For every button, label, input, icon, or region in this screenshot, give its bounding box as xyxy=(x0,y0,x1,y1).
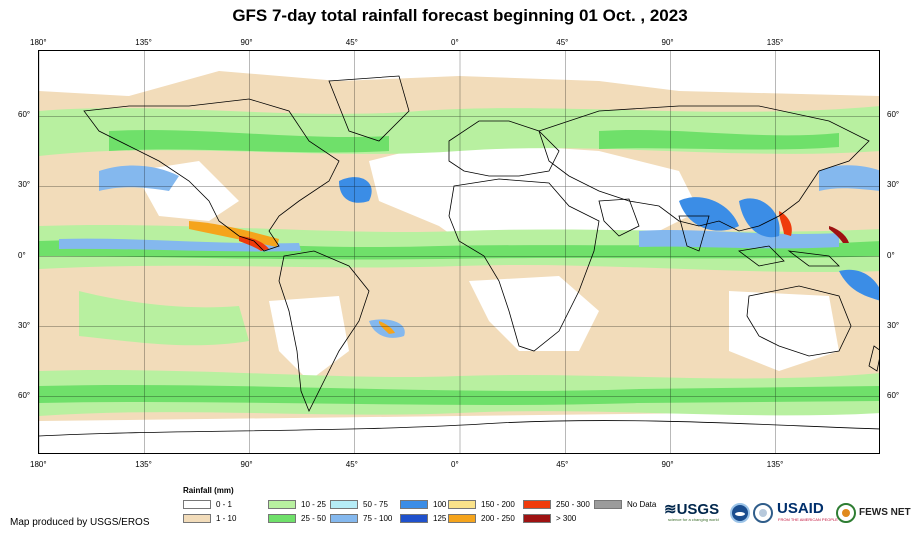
legend-swatch xyxy=(523,514,551,523)
legend-swatch xyxy=(330,514,358,523)
fews-net-icon[interactable] xyxy=(836,503,856,523)
legend-label: No Data xyxy=(627,500,657,509)
latitude-tick-label: 30° xyxy=(887,180,900,190)
longitude-tick-label: 90° xyxy=(240,460,253,469)
legend-swatch xyxy=(268,514,296,523)
longitude-tick-label: 180° xyxy=(30,38,47,47)
graticule xyxy=(39,51,879,453)
legend-label: > 300 xyxy=(556,514,577,523)
longitude-tick-label: 45° xyxy=(556,38,569,47)
longitude-tick-label: 45° xyxy=(556,460,569,469)
longitude-tick-label: 90° xyxy=(661,460,674,469)
legend-label: 150 - 200 xyxy=(481,500,515,509)
legend-label: 0 - 1 xyxy=(216,500,233,509)
latitude-tick-label: 60° xyxy=(887,110,900,120)
fews-net-logo[interactable]: FEWS NET xyxy=(859,507,911,518)
legend-label: 250 - 300 xyxy=(556,500,590,509)
latitude-tick-label: 60° xyxy=(18,110,31,120)
legend-swatch xyxy=(183,514,211,523)
latitude-tick-label: 60° xyxy=(887,390,900,400)
rainfall-map[interactable] xyxy=(38,50,880,454)
longitude-tick-label: 90° xyxy=(661,38,674,47)
legend-label: 50 - 75 xyxy=(363,500,388,509)
rainfall-map-canvas xyxy=(39,51,879,453)
usaid-logo[interactable]: USAID xyxy=(777,500,824,517)
map-credit: Map produced by USGS/EROS xyxy=(10,517,150,528)
usgs-logo[interactable]: ≋USGS xyxy=(664,501,720,518)
page-title: GFS 7-day total rainfall forecast beginn… xyxy=(232,6,688,25)
legend-label: 10 - 25 xyxy=(301,500,326,509)
latitude-tick-label: 30° xyxy=(18,320,31,330)
usgs-logo-text: USGS xyxy=(676,501,720,518)
interior-seal-icon[interactable] xyxy=(753,503,773,523)
latitude-tick-label: 30° xyxy=(887,320,900,330)
legend-swatch xyxy=(330,500,358,509)
legend-title: Rainfall (mm) xyxy=(183,486,234,495)
longitude-tick-label: 180° xyxy=(30,460,47,469)
legend-label: 75 - 100 xyxy=(363,514,393,523)
legend-swatch xyxy=(183,500,211,509)
longitude-tick-label: 135° xyxy=(766,460,784,469)
longitude-tick-label: 0° xyxy=(451,460,459,469)
noaa-seal-icon[interactable] xyxy=(730,503,750,523)
longitude-tick-label: 90° xyxy=(240,38,253,47)
legend-swatch xyxy=(523,500,551,509)
legend-label: 25 - 50 xyxy=(301,514,326,523)
legend-swatch xyxy=(448,500,476,509)
latitude-tick-label: 30° xyxy=(18,180,31,190)
latitude-tick-label: 60° xyxy=(18,390,31,400)
longitude-tick-label: 45° xyxy=(345,38,358,47)
latitude-tick-label: 0° xyxy=(18,250,26,260)
legend-swatch xyxy=(268,500,296,509)
longitude-tick-label: 135° xyxy=(135,38,152,47)
legend-swatch xyxy=(400,514,428,523)
legend-swatch xyxy=(448,514,476,523)
longitude-tick-label: 0° xyxy=(451,38,459,47)
usgs-tagline: science for a changing world xyxy=(668,517,719,522)
legend-swatch xyxy=(594,500,622,509)
legend-label: 200 - 250 xyxy=(481,514,515,523)
latitude-tick-label: 0° xyxy=(887,250,895,260)
coastlines xyxy=(39,75,879,437)
legend-swatch xyxy=(400,500,428,509)
rainfall-field xyxy=(39,51,879,453)
legend-label: 1 - 10 xyxy=(216,514,237,523)
usaid-tagline: FROM THE AMERICAN PEOPLE xyxy=(778,517,838,522)
longitude-tick-label: 135° xyxy=(766,38,784,47)
longitude-tick-label: 45° xyxy=(345,460,358,469)
longitude-tick-label: 135° xyxy=(135,460,152,469)
